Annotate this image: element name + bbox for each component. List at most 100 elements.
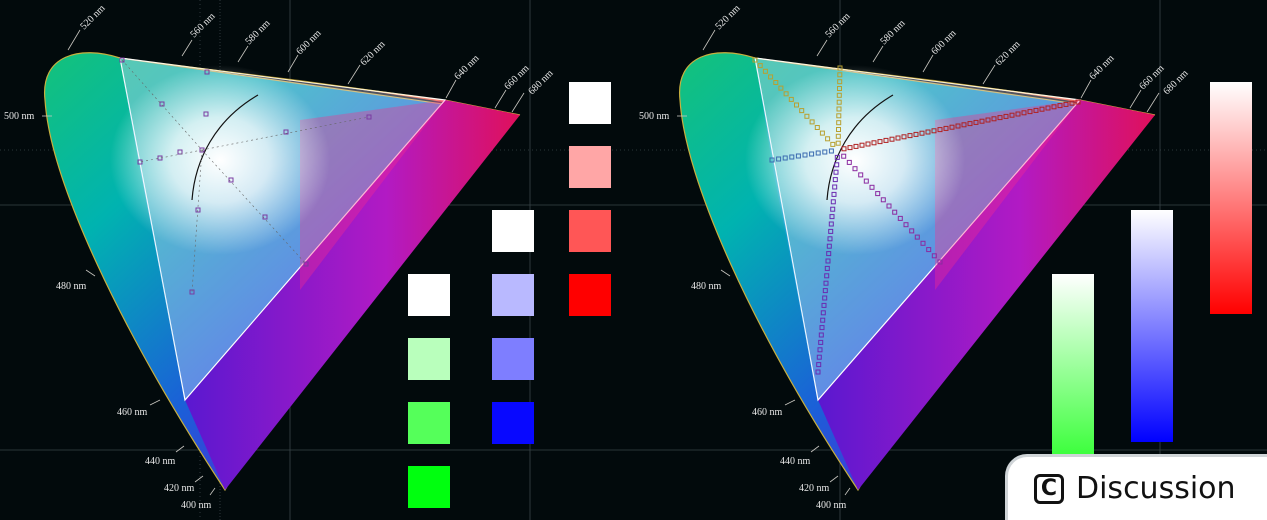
sample-point [821, 302, 827, 308]
sample-point [820, 310, 826, 316]
sample-point [836, 127, 841, 132]
sample-point [769, 157, 775, 163]
sample-point [931, 128, 937, 134]
sample-point [886, 203, 892, 209]
blue-swatch-1 [492, 210, 534, 252]
sample-point [823, 280, 829, 286]
sample-point [832, 177, 838, 183]
sample-point [834, 162, 840, 168]
red-swatch-1 [569, 82, 611, 124]
wl-label: 580 nm [878, 18, 907, 47]
sample-point [871, 140, 877, 146]
sample-point [799, 108, 805, 114]
wl-label: 620 nm [993, 39, 1022, 68]
sample-point [752, 57, 758, 63]
red-swatch-2 [569, 146, 611, 188]
sample-point [833, 169, 839, 175]
sample-point [778, 85, 784, 91]
sample-point [817, 347, 823, 353]
sample-point [837, 65, 843, 71]
test-points-right [752, 57, 1081, 375]
sample-point [757, 63, 763, 69]
sample-point [825, 258, 831, 264]
sample-point [859, 142, 865, 148]
sample-point [827, 236, 833, 242]
sample-point [776, 156, 782, 162]
sample-point [1015, 111, 1021, 117]
green-gradient-bar [1052, 274, 1094, 464]
sample-point [773, 80, 779, 85]
sample-point [901, 134, 907, 140]
c-logo-icon: C [1034, 473, 1064, 504]
sample-point [907, 133, 913, 139]
blue-swatch-3 [492, 338, 534, 380]
sample-point [788, 96, 794, 102]
wl-label: 640 nm [452, 53, 481, 82]
wl-label: 500 nm [639, 111, 670, 122]
cie-diagram-right: 520 nm 560 nm 580 nm 600 nm 620 nm 640 n… [639, 3, 1191, 511]
sample-point [836, 113, 842, 119]
sample-point [1063, 101, 1069, 107]
sample-point [1027, 109, 1033, 115]
sample-point [834, 154, 840, 160]
wl-label: 420 nm [164, 483, 195, 494]
sample-point [961, 122, 967, 128]
sample-point [830, 141, 836, 147]
sample-point [865, 141, 871, 147]
sample-point [1039, 106, 1045, 112]
sample-point [824, 265, 830, 271]
sample-point [804, 113, 810, 119]
sample-point [973, 119, 979, 125]
sample-point [895, 135, 901, 141]
wl-label: 580 nm [243, 18, 272, 47]
wl-label: 560 nm [188, 11, 217, 40]
sample-point [816, 362, 822, 368]
sample-point [1057, 103, 1063, 109]
sample-point [858, 172, 864, 178]
wl-label: 520 nm [78, 3, 107, 32]
discussion-button[interactable]: C Discussion [1005, 454, 1267, 520]
sample-point [863, 178, 869, 184]
sample-point [1021, 110, 1027, 116]
sample-point [830, 199, 836, 205]
sample-point [819, 325, 825, 331]
wl-label: 500 nm [4, 111, 35, 122]
sample-point [979, 118, 985, 124]
planckian-locus-left [191, 94, 259, 201]
sample-point [837, 86, 842, 91]
sample-point [835, 140, 841, 146]
sample-point [783, 91, 789, 97]
cie-diagram-left: 520 nm 560 nm 580 nm 600 nm 620 nm 640 n… [4, 3, 556, 511]
sample-point [846, 159, 852, 165]
sample-point [836, 92, 842, 98]
sample-point [937, 259, 943, 265]
sample-point [949, 124, 955, 130]
sample-point [825, 136, 831, 142]
sample-point [847, 145, 853, 151]
wl-label: 400 nm [816, 500, 847, 511]
sample-point [795, 153, 801, 159]
sample-point [829, 214, 835, 220]
test-points-left [119, 57, 372, 295]
wl-label: 420 nm [799, 483, 830, 494]
sample-point [1033, 107, 1039, 113]
sample-point [818, 339, 824, 345]
wl-label: 640 nm [1087, 53, 1116, 82]
sample-point [841, 146, 847, 152]
wl-label: 480 nm [691, 281, 722, 292]
green-swatch-1 [408, 274, 450, 316]
sample-point [816, 354, 822, 360]
sample-point [818, 332, 824, 338]
sample-point [841, 153, 847, 159]
sample-point [836, 120, 842, 126]
planckian-locus-right [826, 94, 894, 201]
sample-point [1009, 112, 1015, 118]
sample-point [997, 115, 1003, 121]
sample-point [822, 288, 828, 294]
sample-point [853, 143, 859, 149]
sample-point [1069, 100, 1075, 106]
sample-point [880, 197, 886, 203]
wl-label: 600 nm [929, 28, 958, 57]
sample-point [802, 152, 808, 158]
